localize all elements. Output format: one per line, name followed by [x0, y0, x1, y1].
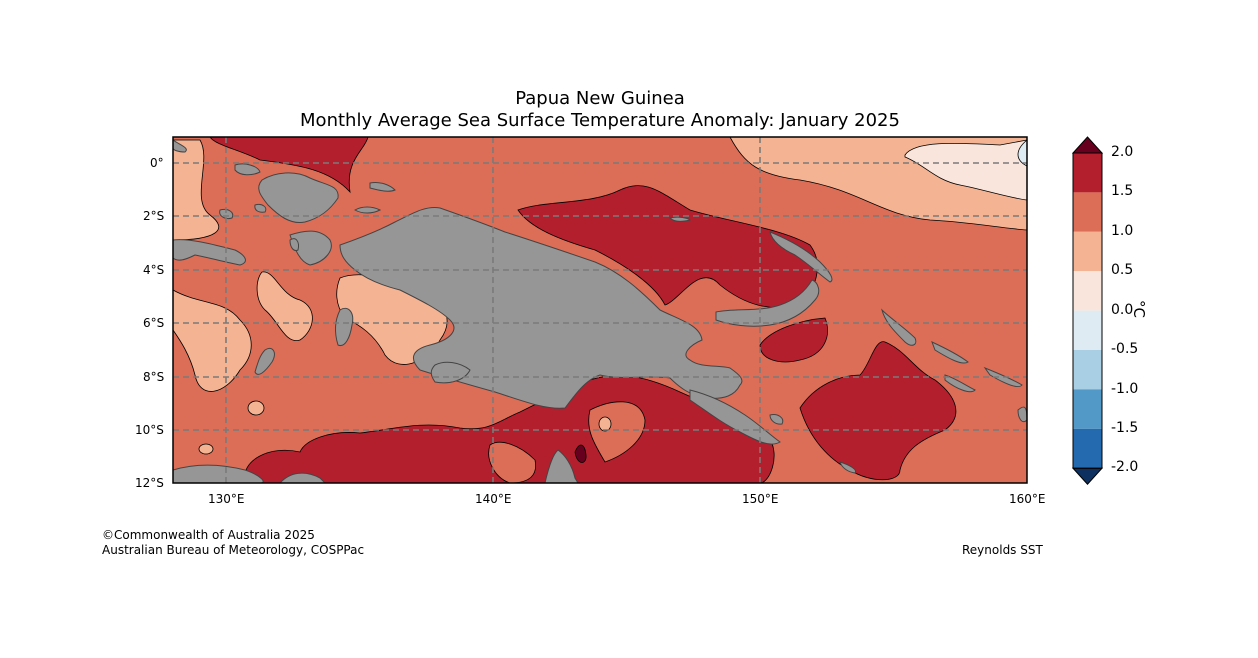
colorbar-label-0-5: 0.5: [1111, 262, 1134, 278]
colorbar-over-arrow: [1071, 136, 1104, 154]
colorbar-label-neg-0-5: -0.5: [1111, 341, 1139, 357]
colorbar-swatch-5: [1073, 350, 1102, 390]
colorbar-frame: [1072, 152, 1103, 469]
cape-york-peninsula: [544, 449, 579, 483]
y-tick-8s: 8°S: [143, 370, 165, 384]
colorbar: [1071, 136, 1104, 485]
anomaly-blob-3: [598, 416, 612, 432]
dentrecasteaux-islands: [769, 414, 784, 425]
colorbar-swatch-4: [1073, 310, 1102, 350]
x-tick-140e: 140°E: [475, 492, 512, 506]
colorbar-label-neg-2-0: -2.0: [1111, 459, 1139, 475]
solomon-islands-2: [944, 374, 976, 393]
colorbar-swatch-6: [1073, 389, 1102, 429]
new-britain-island: [715, 279, 820, 327]
colorbar-swatch-0: [1073, 153, 1102, 193]
kai-islands: [289, 238, 299, 251]
data-source-text: Reynolds SST: [962, 543, 1043, 557]
colorbar-label-neg-1-0: -1.0: [1111, 381, 1139, 397]
anomaly-region-east-blob: [759, 317, 828, 363]
colorbar-label-1-0: 1.0: [1111, 223, 1134, 239]
colorbar-label-2-0: 2.0: [1111, 144, 1134, 160]
y-tick-4s: 4°S: [143, 263, 165, 277]
anomaly-region-north-strip: [209, 137, 369, 194]
y-tick-6s: 6°S: [143, 316, 165, 330]
aru-islands: [335, 307, 354, 347]
tanimbar-islands: [254, 347, 275, 375]
yapen-island: [353, 206, 382, 214]
anomaly-region-ne-cool: [904, 139, 1027, 201]
map-frame: [172, 136, 1028, 484]
anomaly-blob-2: [198, 443, 214, 455]
anomaly-region-coral-inner: [588, 401, 646, 463]
colorbar-label-1-5: 1.5: [1111, 183, 1134, 199]
colorbar-swatch-2: [1073, 231, 1102, 272]
x-tick-160e: 160°E: [1009, 492, 1046, 506]
map-subtitle: Monthly Average Sea Surface Temperature …: [300, 110, 900, 131]
manus-island: [669, 216, 691, 222]
misool-island: [254, 204, 267, 213]
birds-head-peninsula: [258, 172, 339, 224]
colorbar-swatch-7: [1073, 428, 1102, 469]
x-tick-130e: 130°E: [208, 492, 245, 506]
anomaly-region-hot-spot: [574, 444, 587, 463]
anomaly-region-west-2: [173, 289, 252, 392]
agency-text: Australian Bureau of Meteorology, COSPPa…: [102, 543, 365, 557]
anomaly-region-west-1: [173, 139, 220, 241]
colorbar-label-0-0: 0.0: [1111, 302, 1134, 318]
solomon-islands-1: [931, 341, 969, 364]
maluku-island-2: [234, 163, 261, 176]
copyright-text: ©Commonwealth of Australia 2025: [102, 528, 315, 542]
anomaly-blob-1: [247, 400, 265, 416]
map-title: Papua New Guinea: [515, 88, 685, 109]
kolepom-island: [430, 361, 471, 384]
y-tick-12s: 12°S: [135, 476, 164, 490]
grid-lines: [173, 137, 1027, 483]
y-tick-2s: 2°S: [143, 209, 165, 223]
y-tick-10s: 10°S: [135, 423, 164, 437]
maluku-island-1: [173, 239, 246, 266]
y-tick-0: 0°: [150, 156, 164, 170]
biak-island: [369, 182, 396, 192]
solomon-islands-4: [1017, 406, 1027, 423]
colorbar-swatch-3: [1073, 271, 1102, 311]
bomberai-peninsula: [289, 230, 332, 266]
louisiade-islands: [839, 461, 857, 474]
x-tick-150e: 150°E: [742, 492, 779, 506]
colorbar-label-neg-1-5: -1.5: [1111, 420, 1139, 436]
arnhem-land-coast: [279, 472, 326, 483]
colorbar-under-arrow: [1071, 467, 1104, 485]
colorbar-swatch-1: [1073, 192, 1102, 232]
colorbar-unit-label: °C: [1130, 300, 1148, 318]
